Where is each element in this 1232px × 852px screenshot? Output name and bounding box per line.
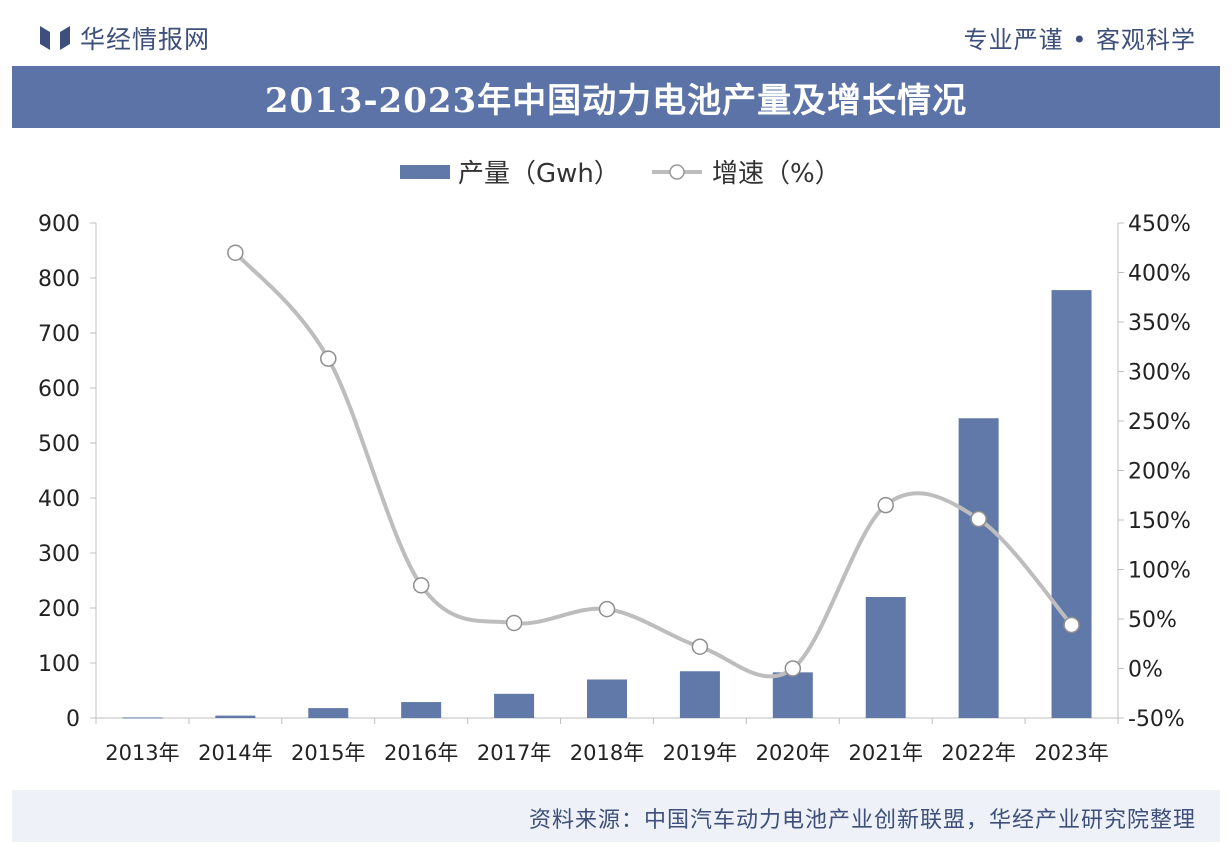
bar-production (587, 679, 627, 718)
bar-production (401, 702, 442, 718)
y-left-tick-label: 300 (38, 542, 80, 567)
growth-point (598, 600, 616, 618)
footer: 资料来源：中国汽车动力电池产业创新联盟，华经产业研究院整理 (12, 790, 1220, 842)
growth-point (970, 510, 987, 528)
x-tick-label: 2016年 (384, 741, 458, 765)
y-left-tick-label: 200 (38, 597, 80, 622)
y-left-tick-label: 600 (38, 377, 80, 402)
legend-line-marker (669, 164, 685, 180)
x-tick-label: 2019年 (663, 741, 737, 765)
bar-production (308, 708, 349, 718)
bar-production (772, 672, 813, 718)
source-note: 资料来源：中国汽车动力电池产业创新联盟，华经产业研究院整理 (528, 808, 1196, 833)
y-right-tick-label: 350% (1128, 311, 1191, 336)
y-right-tick-label: 250% (1128, 410, 1191, 435)
y-right-tick-label: 300% (1128, 361, 1191, 386)
y-right-tick-label: 100% (1128, 559, 1191, 584)
y-right-tick-label: 150% (1128, 509, 1191, 534)
bar-production (865, 597, 906, 718)
y-right-tick-label: 0% (1128, 658, 1163, 683)
brand-name: 华经情报网 (80, 25, 211, 54)
x-tick-label: 2015年 (291, 741, 365, 765)
y-left-tick-label: 0 (66, 707, 80, 732)
bar-production (679, 671, 720, 718)
x-tick-label: 2020年 (756, 741, 830, 765)
growth-line (233, 251, 1074, 679)
legend-label-production: 产量（Gwh） (458, 159, 620, 189)
bar-production (494, 693, 535, 718)
growth-point (1063, 616, 1080, 634)
x-tick-label: 2018年 (570, 741, 644, 765)
y-right-tick-label: -50% (1128, 707, 1185, 732)
slogan: 专业严谨 • 客观科学 (963, 26, 1196, 54)
title-bar: 2013-2023年中国动力电池产量及增长情况 (12, 66, 1220, 128)
combo-chart: 产量（Gwh） 增速（%） 0 100 200 300 400 500 600 700 800 900… (38, 159, 1191, 765)
y-left-tick-label: 900 (38, 212, 80, 237)
y-right-tick-label: 50% (1128, 608, 1177, 633)
x-tick-label: 2014年 (198, 741, 272, 765)
growth-point (877, 496, 894, 514)
x-tick-label: 2013年 (105, 741, 179, 765)
y-right-tick-label: 400% (1128, 262, 1191, 287)
growth-point (412, 577, 430, 594)
chart-title: 2013-2023年中国动力电池产量及增长情况 (264, 80, 968, 121)
y-left-tick-label: 800 (38, 267, 80, 292)
x-tick-label: 2017年 (477, 741, 551, 765)
header: 华经情报网 专业严谨 • 客观科学 (0, 0, 1232, 64)
x-tick-label: 2022年 (941, 741, 1015, 765)
bookmark-bars-icon (40, 26, 70, 50)
y-left-tick-label: 700 (38, 322, 80, 347)
legend-label-growth: 增速（%） (712, 159, 841, 189)
bar-production (215, 715, 256, 718)
y-left-tick-label: 400 (38, 487, 80, 512)
y-left-tick-label: 100 (38, 652, 80, 677)
chart-area: 产量（Gwh） 增速（%） 0 100 200 300 400 500 600 700 800 900… (0, 128, 1232, 788)
bar-production (122, 717, 163, 719)
legend-bar-swatch (400, 165, 450, 179)
x-tick-label: 2023年 (1034, 741, 1108, 765)
growth-point (691, 638, 709, 655)
growth-point (227, 244, 244, 261)
y-right-tick-label: 450% (1128, 212, 1191, 237)
y-left-tick-label: 500 (38, 432, 80, 457)
y-right-tick-label: 200% (1128, 460, 1191, 485)
growth-point (320, 350, 337, 367)
bar-production (1051, 290, 1092, 718)
growth-point (784, 660, 802, 677)
growth-point (505, 614, 523, 632)
bar-production (958, 418, 999, 718)
x-tick-label: 2021年 (849, 741, 923, 765)
